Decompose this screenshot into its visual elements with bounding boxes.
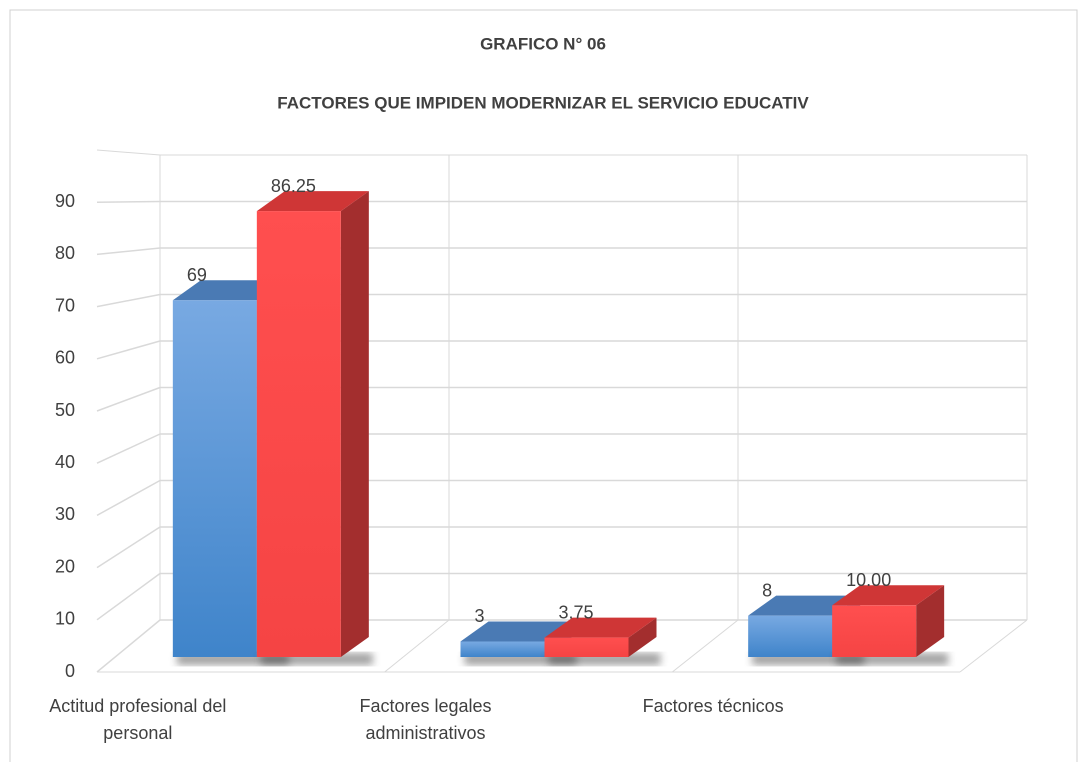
wall-edge bbox=[96, 149, 161, 156]
bar bbox=[256, 211, 341, 657]
y-tick-label: 50 bbox=[55, 400, 75, 420]
grid-line bbox=[96, 619, 161, 673]
bar-side bbox=[628, 617, 657, 657]
grid-line bbox=[96, 247, 161, 256]
grid-line bbox=[96, 526, 161, 569]
data-label: 69 bbox=[187, 265, 207, 285]
grid-line bbox=[96, 386, 161, 412]
bar bbox=[460, 641, 545, 657]
y-tick-label: 10 bbox=[55, 609, 75, 629]
chart-subtitle: FACTORES QUE IMPIDEN MODERNIZAR EL SERVI… bbox=[277, 93, 809, 112]
bar-top bbox=[832, 585, 945, 606]
bar-top bbox=[460, 621, 573, 642]
y-tick-label: 20 bbox=[55, 556, 75, 576]
x-tick-label: Actitud profesional del personal bbox=[49, 696, 227, 743]
data-label: 3.75 bbox=[559, 602, 594, 622]
grid-line bbox=[96, 479, 161, 517]
y-tick-label: 90 bbox=[55, 191, 75, 211]
x-tick-label: Factores legales administrativos bbox=[359, 696, 492, 743]
data-label: 10.00 bbox=[846, 570, 891, 590]
category-divider bbox=[672, 619, 739, 673]
chart-title: GRAFICO N° 06 bbox=[480, 34, 606, 53]
chart-border bbox=[9, 9, 1078, 762]
bar-side bbox=[916, 585, 945, 657]
bar bbox=[832, 605, 917, 657]
bar bbox=[172, 300, 257, 657]
bar-top bbox=[256, 191, 369, 212]
y-tick-label: 40 bbox=[55, 452, 75, 472]
y-tick-label: 60 bbox=[55, 348, 75, 368]
bar-side bbox=[340, 191, 369, 657]
bar-top bbox=[544, 617, 657, 638]
category-divider bbox=[384, 619, 450, 673]
y-tick-label: 70 bbox=[55, 295, 75, 315]
grid-line bbox=[96, 433, 161, 464]
grid-line bbox=[96, 340, 161, 360]
grid-line bbox=[96, 200, 161, 203]
data-label: 3 bbox=[475, 606, 485, 626]
grid-line bbox=[96, 572, 161, 621]
y-tick-label: 0 bbox=[65, 661, 75, 681]
y-tick-label: 30 bbox=[55, 504, 75, 524]
data-label: 8 bbox=[762, 580, 772, 600]
floor-edge bbox=[959, 619, 1028, 673]
bar bbox=[544, 637, 629, 657]
bar bbox=[748, 615, 833, 657]
x-tick-label: Factores técnicos bbox=[642, 696, 784, 716]
y-tick-label: 80 bbox=[55, 243, 75, 263]
grid-line bbox=[96, 293, 161, 308]
data-label: 86.25 bbox=[271, 176, 316, 196]
